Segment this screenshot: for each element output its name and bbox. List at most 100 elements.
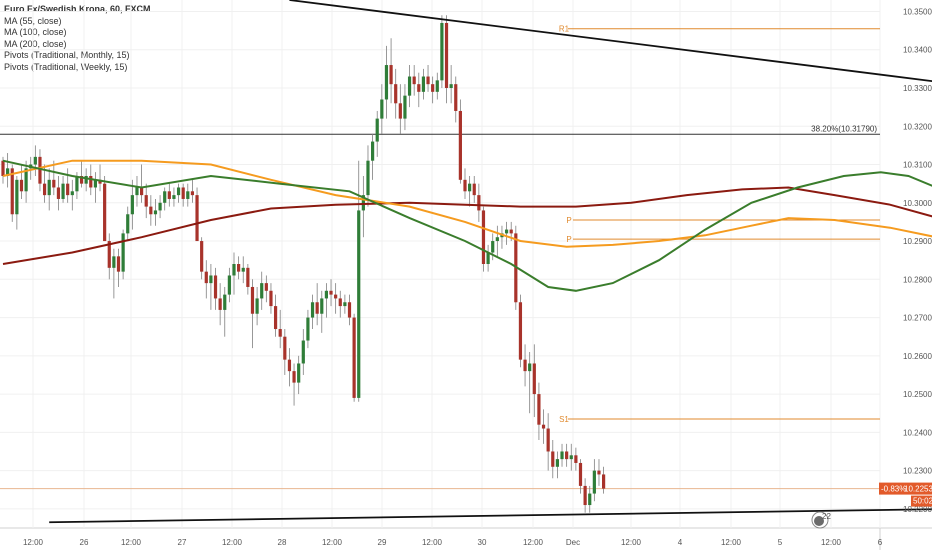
candle-body <box>491 241 495 253</box>
candle-body <box>181 187 185 199</box>
x-tick-label: 12:00 <box>422 538 443 547</box>
candle-body <box>269 290 273 307</box>
chart-title: Euro Fx/Swedish Krona, 60, FXCM <box>4 4 151 14</box>
y-tick-label: 10.24000 <box>903 428 932 437</box>
legend-entry-ma200: MA (200, close) <box>4 38 67 49</box>
candle-body <box>560 451 564 460</box>
candle-body <box>504 229 509 234</box>
countdown-value: 50:02 <box>913 497 932 506</box>
candle-body <box>361 195 365 211</box>
trend-lines <box>49 0 932 524</box>
candle-body <box>320 298 324 314</box>
candle-body <box>1 160 5 176</box>
candle-body <box>426 76 430 85</box>
candle-body <box>546 428 550 452</box>
candle-body <box>329 290 333 295</box>
candle-body <box>10 168 14 215</box>
candle-body <box>130 195 134 215</box>
legend-entry-ma100: MA (100, close) <box>4 27 67 38</box>
candle-body <box>33 156 37 165</box>
ma100-line <box>2 159 932 248</box>
candle-body <box>384 65 389 100</box>
candle-body <box>158 202 162 211</box>
y-tick-label: 10.26000 <box>903 352 932 361</box>
candle-body <box>458 110 462 180</box>
candle-body <box>537 394 541 425</box>
candle-body <box>283 336 287 360</box>
candle-body <box>371 141 375 161</box>
trend-line <box>289 0 932 83</box>
candle-body <box>121 233 125 272</box>
candle-body <box>126 214 130 234</box>
y-tick-label: 10.33000 <box>903 84 932 93</box>
y-tick-label: 10.32000 <box>903 122 932 131</box>
x-tick-label: 12:00 <box>23 538 44 547</box>
candle-body <box>417 84 421 92</box>
x-tick-label: 26 <box>80 538 89 547</box>
candle-body <box>223 294 227 310</box>
candle-body <box>463 179 467 192</box>
candle-body <box>398 103 402 119</box>
candle-body <box>287 359 292 372</box>
candle-body <box>366 160 370 196</box>
candle-body <box>116 256 121 272</box>
ma200-line <box>2 186 932 265</box>
candle-body <box>38 156 42 184</box>
candle-body <box>444 22 449 89</box>
pivot-label: S1 <box>559 415 569 424</box>
candle-body <box>541 424 546 429</box>
candle-body <box>565 451 569 460</box>
candle-body <box>195 195 199 242</box>
candle-body <box>93 179 97 188</box>
candle-body <box>135 187 139 196</box>
x-tick-label: 6 <box>878 538 883 547</box>
y-tick-label: 10.35000 <box>903 7 932 16</box>
candle-body <box>47 179 51 196</box>
candle-body <box>84 176 88 184</box>
candle-body <box>431 84 435 92</box>
candle-body <box>602 474 606 489</box>
x-tick-label: 12:00 <box>222 538 243 547</box>
candle-body <box>306 317 310 341</box>
candle-body <box>246 267 250 287</box>
x-tick-label: 27 <box>178 538 187 547</box>
candle-body <box>412 76 416 85</box>
candle-body <box>578 462 583 486</box>
pivot-levels: R1 P P S1 38.20%(10.31790) <box>0 25 880 490</box>
x-tick-label: Dec <box>566 538 580 547</box>
candle-body <box>454 84 458 111</box>
candle-body <box>227 275 231 295</box>
x-tick-label: 12:00 <box>821 538 842 547</box>
candle-body <box>167 191 171 199</box>
pivot-label: R1 <box>559 25 570 34</box>
candle-body <box>172 195 176 199</box>
candle-body <box>52 179 56 188</box>
candle-body <box>209 275 213 284</box>
candle-body <box>260 283 264 299</box>
candle-body <box>163 191 167 203</box>
event-badge-count: 22 <box>822 512 831 521</box>
x-tick-label: 12:00 <box>121 538 142 547</box>
candle-body <box>140 187 144 196</box>
candle-body <box>144 195 148 207</box>
y-axis: 10.22000 10.23000 10.24000 10.25000 10.26000… <box>903 7 932 513</box>
candle-body <box>250 286 255 314</box>
y-tick-label: 10.34000 <box>903 46 932 55</box>
candle-body <box>380 99 384 119</box>
last-price-tag <box>879 482 932 495</box>
candle-body <box>232 264 236 276</box>
event-badge-dot <box>814 516 824 526</box>
candle-body <box>357 210 361 398</box>
candle-body <box>449 84 453 88</box>
legend-entry-pivots-weekly: Pivots (Traditional, Weekly, 15) <box>4 61 128 72</box>
candle-body <box>394 84 398 104</box>
candle-body <box>509 229 513 234</box>
y-tick-label: 10.30000 <box>903 199 932 208</box>
candle-body <box>186 191 190 199</box>
candle-body <box>204 271 208 284</box>
y-tick-label: 10.22000 <box>903 505 932 514</box>
candle-body <box>79 176 84 184</box>
candle-body <box>472 183 476 196</box>
